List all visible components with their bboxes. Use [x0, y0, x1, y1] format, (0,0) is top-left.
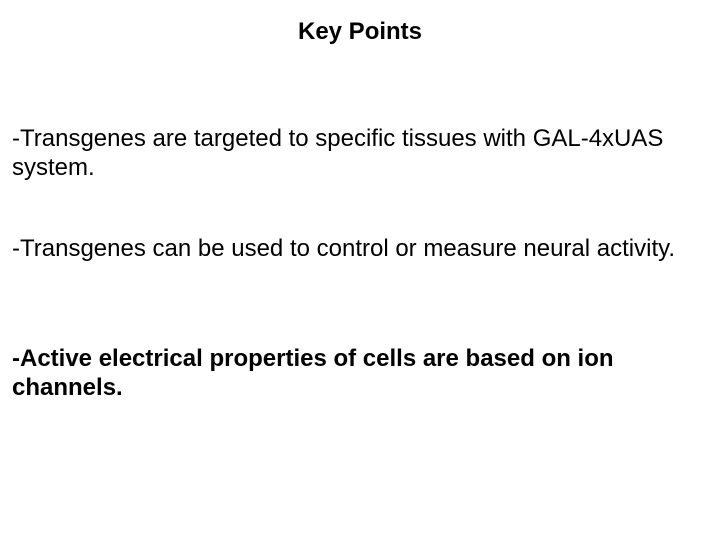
slide-container: Key Points -Transgenes are targeted to s…	[0, 0, 720, 540]
key-point-2: -Transgenes can be used to control or me…	[12, 235, 700, 264]
key-point-3: -Active electrical properties of cells a…	[12, 345, 700, 403]
key-point-1: -Transgenes are targeted to specific tis…	[12, 125, 700, 183]
slide-title: Key Points	[0, 18, 720, 46]
